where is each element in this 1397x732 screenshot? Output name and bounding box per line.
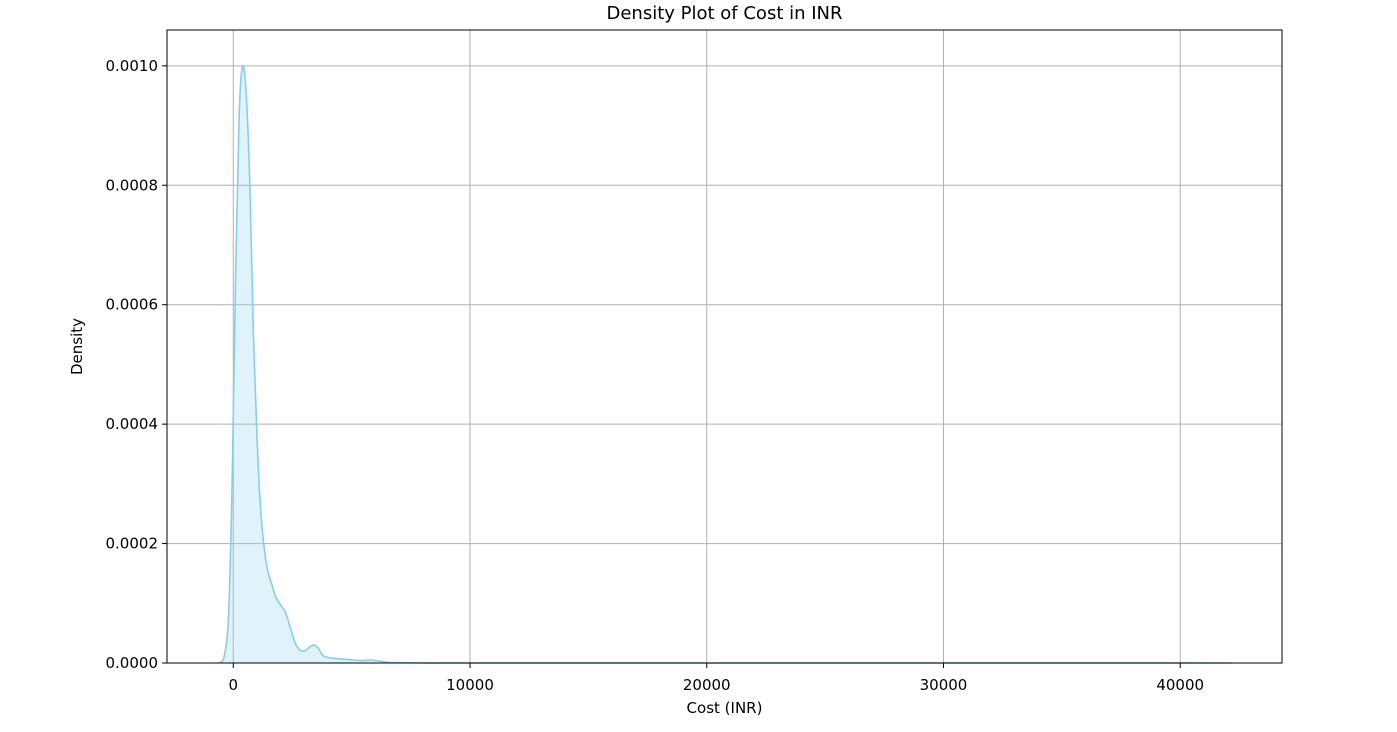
y-tick-label: 0.0006	[106, 296, 159, 314]
x-tick-label: 10000	[446, 676, 494, 694]
x-tick-label: 0	[229, 676, 239, 694]
plot-frame	[166, 29, 1283, 664]
x-tick-label: 40000	[1156, 676, 1204, 694]
y-tick-label: 0.0002	[106, 535, 159, 553]
x-axis-label: Cost (INR)	[687, 699, 763, 717]
grid-lines	[167, 30, 1282, 664]
y-tick-label: 0.0008	[106, 176, 159, 194]
chart-title: Density Plot of Cost in INR	[606, 3, 842, 24]
y-tick-label: 0.0010	[106, 57, 159, 75]
y-tick-label: 0.0000	[106, 654, 159, 672]
axis-ticks: 0 10000 20000 30000 40000 0.0000 0.0002 0.0004 0…	[106, 57, 1205, 694]
x-tick-label: 30000	[920, 676, 968, 694]
y-tick-label: 0.0004	[106, 415, 159, 433]
plot-area	[167, 30, 1282, 663]
x-tick-label: 20000	[683, 676, 731, 694]
y-axis-label: Density	[68, 318, 86, 375]
